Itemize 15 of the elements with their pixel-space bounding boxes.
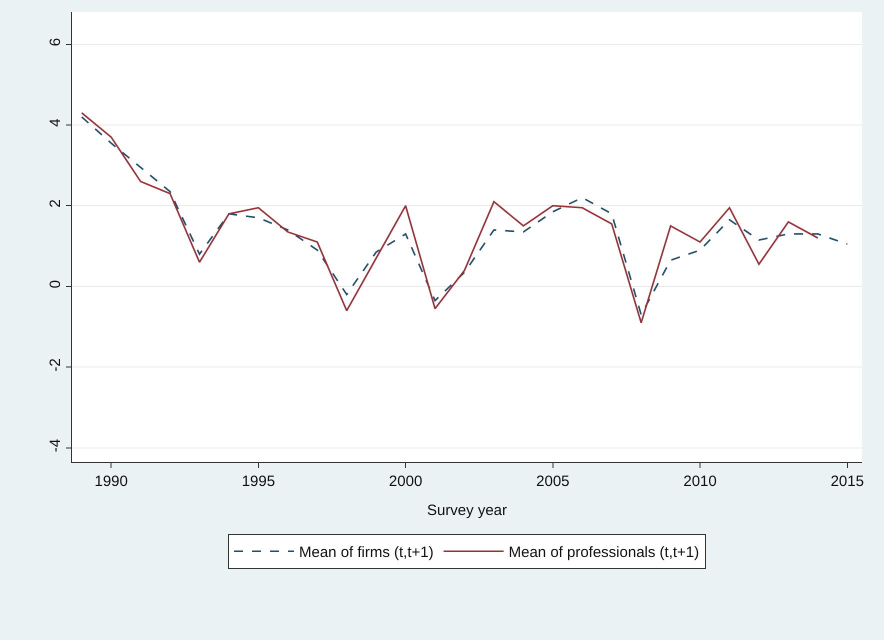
- y-tick-label: 6: [47, 38, 64, 46]
- legend-label: Mean of professionals (t,t+1): [508, 544, 700, 562]
- y-tick-label: 0: [47, 280, 64, 288]
- y-tick-label: 2: [47, 199, 64, 208]
- x-tick-label: 2000: [388, 473, 422, 490]
- legend-label: Mean of firms (t,t+1): [299, 544, 434, 562]
- x-tick-label: 2005: [536, 473, 570, 490]
- y-tick-label: -4: [47, 438, 64, 452]
- x-tick-label: 1990: [94, 473, 128, 490]
- y-tick-label: -2: [47, 358, 64, 372]
- x-axis-title: Survey year: [426, 502, 508, 519]
- x-tick-label: 2015: [830, 473, 864, 490]
- y-tick-label: 4: [47, 118, 64, 127]
- x-tick-label: 2010: [683, 473, 717, 490]
- x-tick-label: 1995: [242, 473, 276, 490]
